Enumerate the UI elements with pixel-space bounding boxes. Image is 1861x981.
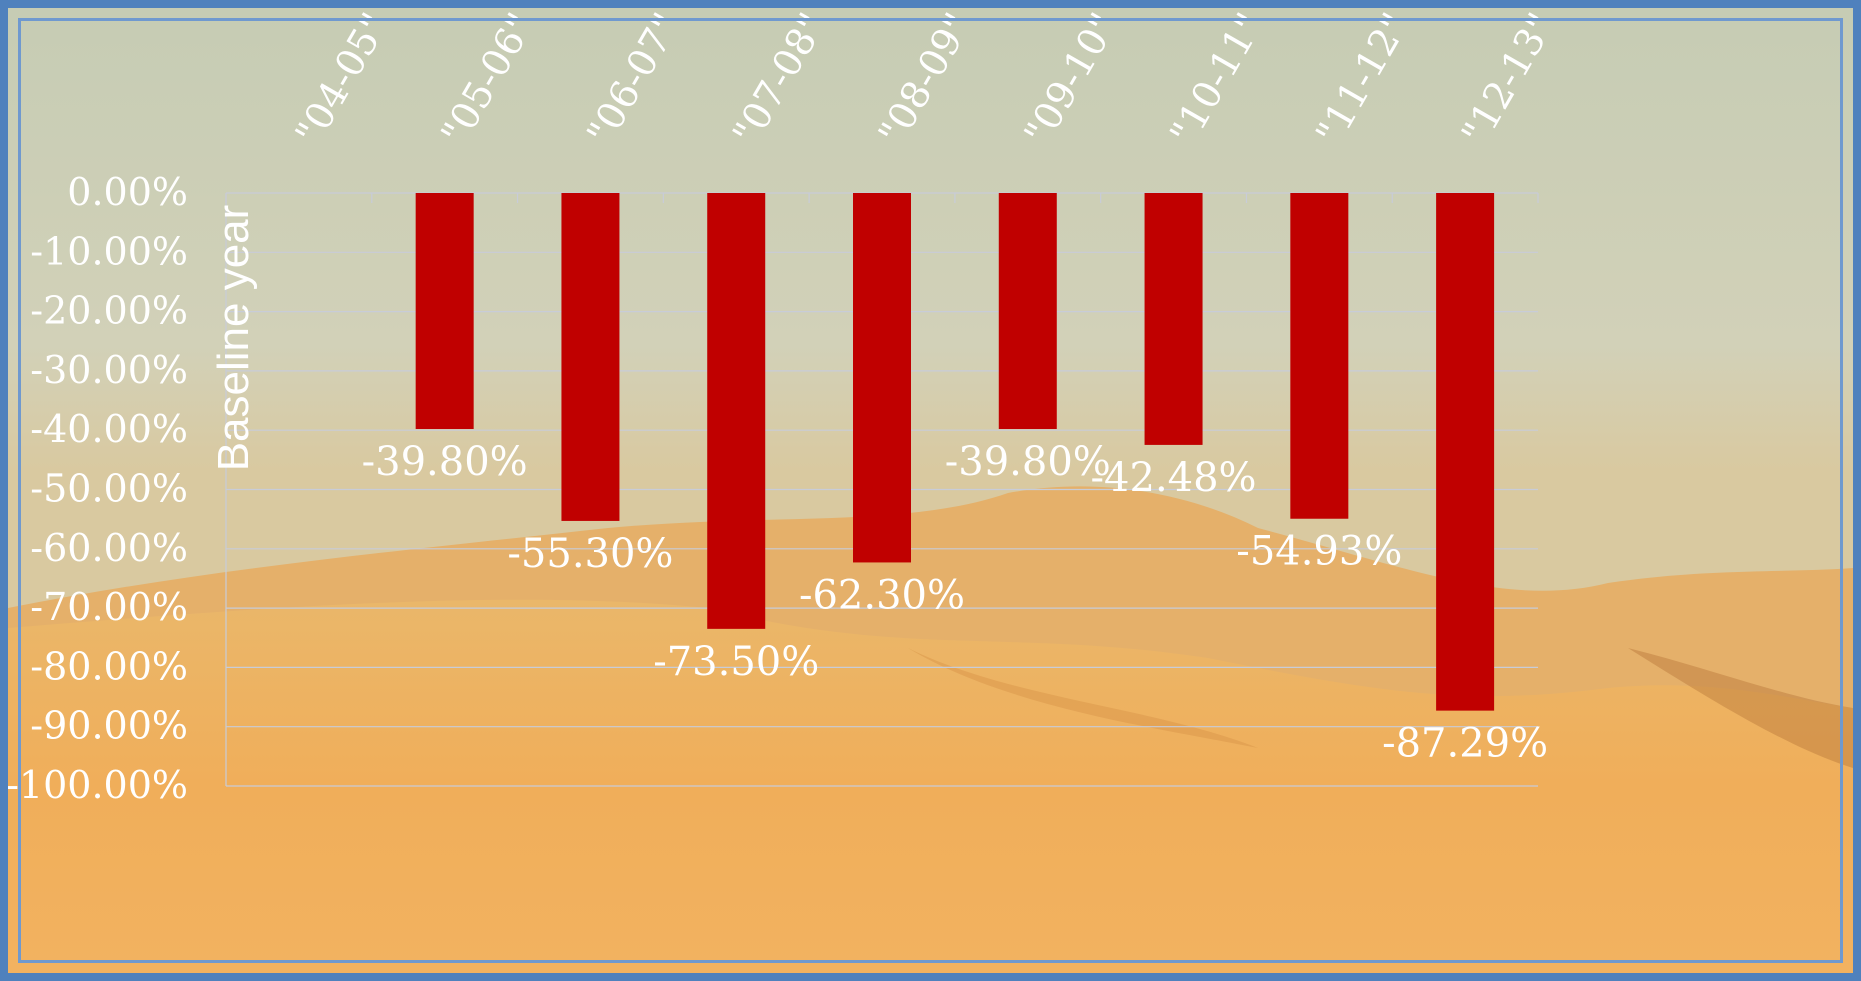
bar bbox=[707, 193, 766, 629]
data-labels: -39.80%-55.30%-73.50%-62.30%-39.80%-42.4… bbox=[362, 439, 1548, 767]
y-tick-label: -100.00% bbox=[8, 763, 188, 807]
y-tick-label: -30.00% bbox=[30, 348, 188, 392]
x-category-label: "04-05" bbox=[287, 8, 397, 153]
bar bbox=[1144, 193, 1203, 445]
y-tick-label: -20.00% bbox=[30, 289, 188, 333]
y-tick-label: -70.00% bbox=[30, 585, 188, 629]
bar bbox=[415, 193, 474, 430]
y-tick-label: -10.00% bbox=[30, 229, 188, 273]
x-category-label: "09-10" bbox=[1015, 8, 1125, 153]
x-category-label: "11-12" bbox=[1307, 8, 1417, 153]
y-tick-label: -80.00% bbox=[30, 644, 188, 688]
dune-shadow-right bbox=[1628, 648, 1853, 768]
bar bbox=[853, 193, 911, 563]
desert-background bbox=[8, 486, 1853, 973]
data-label: -39.80% bbox=[945, 439, 1111, 485]
bar bbox=[998, 193, 1057, 430]
x-category-label: "07-08" bbox=[724, 8, 834, 153]
data-label: -73.50% bbox=[653, 639, 819, 685]
y-tick-label: 0.00% bbox=[67, 170, 188, 214]
x-category-label: "06-07" bbox=[578, 8, 688, 153]
x-category-label: "08-09" bbox=[870, 8, 980, 153]
y-tick-label: -40.00% bbox=[30, 407, 188, 451]
data-label: -39.80% bbox=[362, 439, 528, 485]
y-tick-label: -60.00% bbox=[30, 526, 188, 570]
y-tick-label: -50.00% bbox=[30, 467, 188, 511]
data-label: -87.29% bbox=[1382, 721, 1548, 767]
dune-shadow bbox=[908, 648, 1258, 748]
bar bbox=[1436, 193, 1495, 711]
bar bbox=[561, 193, 620, 521]
x-category-label: "10-11" bbox=[1161, 8, 1271, 153]
bar-series bbox=[415, 193, 1495, 711]
x-category-label: "05-06" bbox=[432, 8, 542, 152]
data-label: -55.30% bbox=[507, 531, 673, 577]
bar bbox=[1290, 193, 1349, 519]
data-label: -62.30% bbox=[799, 572, 965, 618]
data-label: -54.93% bbox=[1236, 529, 1402, 575]
bar-chart: 0.00% -10.00% -20.00% -30.00% -40.00% -50.00%… bbox=[8, 8, 1853, 973]
y-axis-title: Baseline year bbox=[209, 205, 258, 472]
y-axis: 0.00% -10.00% -20.00% -30.00% -40.00% -50.00%… bbox=[8, 170, 188, 807]
x-category-label: "12-13" bbox=[1453, 8, 1563, 153]
y-tick-label: -90.00% bbox=[30, 704, 188, 748]
x-axis-categories: "04-05" "05-06" "06-07" "07-08" "08-09" "09-1… bbox=[287, 8, 1564, 153]
data-label: -42.48% bbox=[1091, 455, 1257, 501]
